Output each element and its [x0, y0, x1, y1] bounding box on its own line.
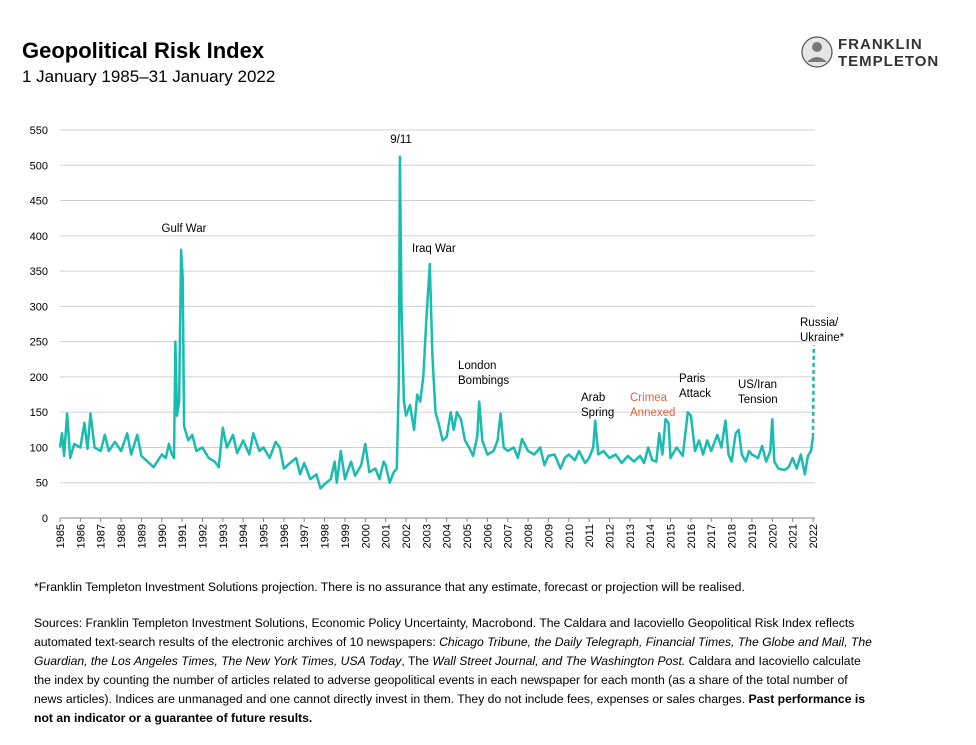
chart-title: Geopolitical Risk Index	[22, 38, 265, 63]
x-tick-label: 2005	[462, 524, 474, 548]
x-tick-label: 2012	[604, 524, 616, 548]
x-tick-label: 2015	[666, 524, 678, 548]
y-tick-label: 250	[30, 337, 48, 349]
sources-text: Past performance is not an indicator or …	[34, 692, 866, 725]
x-tick-label: 2007	[503, 524, 515, 548]
logo: FRANKLIN TEMPLETON	[801, 36, 939, 70]
chart: Geopolitical Risk Index 1 January 1985–3…	[22, 36, 939, 548]
x-tick-label: 1986	[75, 524, 87, 548]
y-tick-label: 100	[30, 442, 48, 454]
x-tick-label: 1998	[320, 524, 332, 548]
x-tick-label: 1993	[218, 524, 230, 548]
sources: Sources: Franklin Templeton Investment S…	[34, 614, 874, 728]
annotation: Attack	[679, 388, 711, 400]
notes: *Franklin Templeton Investment Solutions…	[34, 578, 874, 745]
y-tick-label: 150	[30, 407, 48, 419]
brand: TEMPLETON	[838, 53, 939, 70]
x-tick-label: 2009	[543, 524, 555, 548]
annotation: Iraq War	[412, 243, 456, 255]
annotation: Paris	[679, 373, 705, 385]
x-tick-label: 1989	[136, 524, 148, 548]
x-tick-label: 2019	[747, 524, 759, 548]
x-tick-label: 2006	[482, 524, 494, 548]
y-tick-label: 450	[30, 196, 48, 208]
x-tick-label: 2008	[523, 524, 535, 548]
y-tick-label: 550	[30, 125, 48, 137]
x-tick-label: 1987	[96, 524, 108, 548]
x-tick-label: 1997	[299, 524, 311, 548]
sources-text: Caldara and Iacoviello calculate the ind…	[34, 654, 861, 706]
x-tick-label: 2018	[727, 524, 739, 548]
x-tick-label: 1994	[238, 524, 250, 548]
x-tick-label: 2014	[645, 524, 657, 548]
sources-text: Wall Street Journal, and The Washington …	[432, 654, 686, 668]
x-tick-label: 2003	[421, 524, 433, 548]
x-tick-label: 2000	[360, 524, 372, 548]
x-tick-label: 2021	[788, 524, 800, 548]
footnote: *Franklin Templeton Investment Solutions…	[34, 580, 745, 594]
sources-text: Chicago Tribune, the Daily Telegraph, Fi…	[34, 635, 872, 668]
logo-icon	[807, 57, 827, 62]
x-tick-label: 2002	[401, 524, 413, 548]
data-line	[811, 345, 816, 437]
x-tick-label: 1992	[197, 524, 209, 548]
x-tick-label: 2011	[584, 524, 596, 548]
x-tick-label: 1990	[157, 524, 169, 548]
annotation: 9/11	[390, 134, 412, 146]
y-tick-label: 500	[30, 160, 48, 172]
x-tick-label: 2013	[625, 524, 637, 548]
sources-text: Sources: Franklin Templeton Investment S…	[34, 616, 855, 649]
x-tick-label: 1995	[259, 524, 271, 548]
annotation: Ukraine*	[800, 332, 845, 344]
logo-icon	[812, 42, 822, 52]
brand: FRANKLIN	[838, 36, 923, 53]
y-tick-label: 0	[42, 513, 48, 525]
page: {"chart_data": { "type": "line", "title"…	[22, 36, 939, 725]
y-tick-label: 400	[30, 231, 48, 243]
sources-text: , The	[401, 654, 433, 668]
x-tick-label: 1991	[177, 524, 189, 548]
x-tick-label: 2020	[767, 524, 779, 548]
x-tick-label: 2001	[381, 524, 393, 548]
annotation: London	[458, 360, 496, 372]
annotation: Spring	[581, 407, 614, 419]
x-tick-label: 1999	[340, 524, 352, 548]
x-tick-label: 2004	[442, 524, 454, 548]
annotation: Bombings	[458, 375, 509, 387]
x-tick-label: 2016	[686, 524, 698, 548]
chart-subtitle: 1 January 1985–31 January 2022	[22, 67, 275, 86]
x-tick-label: 1988	[116, 524, 128, 548]
x-tick-label: 2010	[564, 524, 576, 548]
annotation: Gulf War	[162, 223, 207, 235]
annotation: Arab	[581, 392, 605, 404]
annotation: Annexed	[630, 407, 675, 419]
y-tick-label: 350	[30, 266, 48, 278]
annotation: US/Iran	[738, 379, 777, 391]
y-tick-label: 200	[30, 372, 48, 384]
data-line	[58, 155, 815, 490]
x-tick-label: 1985	[55, 524, 67, 548]
x-tick-label: 2022	[808, 524, 820, 548]
y-tick-label: 50	[36, 478, 48, 490]
x-tick-label: 1996	[279, 524, 291, 548]
annotation: Crimea	[630, 392, 668, 404]
y-tick-label: 300	[30, 301, 48, 313]
annotation: Tension	[738, 394, 778, 406]
x-tick-label: 2017	[706, 524, 718, 548]
annotation: Russia/	[800, 317, 839, 329]
